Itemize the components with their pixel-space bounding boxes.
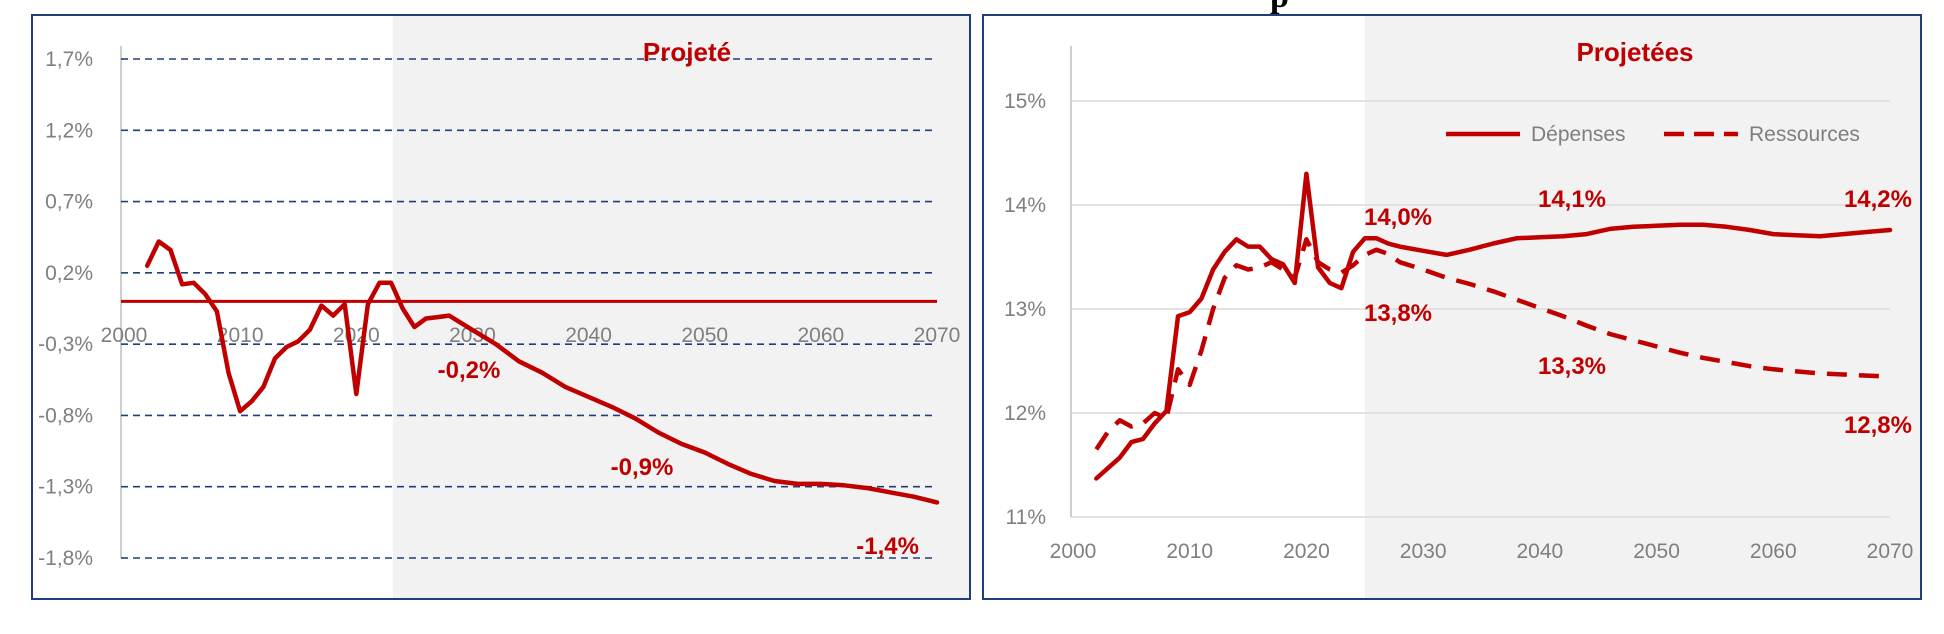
series-line-ressources [1094,237,1891,451]
x-tick-label: 2070 [914,324,961,347]
x-tick-label: 2060 [1750,540,1797,563]
x-tick-label: 2050 [681,324,728,347]
data-label: 14,2% [1844,186,1912,213]
x-tick-label: 2020 [1283,540,1330,563]
y-tick-label: 14% [1004,194,1046,217]
y-tick-label: 11% [1006,506,1046,529]
y-tick-label: 15% [1004,90,1046,113]
data-label: 13,3% [1538,353,1606,380]
x-tick-label: 2020 [333,324,380,347]
x-tick-label: 2030 [449,324,496,347]
y-tick-label: 0,7% [45,191,93,214]
x-tick-label: 2010 [1166,540,1213,563]
legend: Dépenses Ressources [1446,123,1860,146]
data-label: -0,9% [611,454,674,481]
projected-band [1364,16,1920,598]
x-tick-label: 2000 [1050,540,1097,563]
x-tick-label: 2070 [1867,540,1914,563]
x-tick-label: 2030 [1400,540,1447,563]
data-label: 14,1% [1538,186,1606,213]
left-chart: 1,7% 1,2% 0,7% 0,2% -0,3% -0,8% -1,3% -1,8% 2000… [38,16,969,598]
y-tick-label: 0,2% [45,262,93,285]
y-tick-label: -0,8% [38,404,93,427]
right-chart-panel: 15% 14% 13% 12% 11% 2000 2010 2020 2030 2040 2050 2… [982,14,1922,600]
x-tick-label: 2040 [1516,540,1563,563]
x-tick-label: 2060 [797,324,844,347]
y-tick-label: -0,3% [38,333,93,356]
legend-label-ressources: Ressources [1749,123,1860,146]
y-tick-label: -1,8% [38,547,93,570]
projected-band [392,16,969,598]
data-label: 13,8% [1364,300,1432,327]
y-tick-label: 1,2% [45,119,93,142]
left-chart-panel: 1,7% 1,2% 0,7% 0,2% -0,3% -0,8% -1,3% -1,8% 2000… [31,14,971,600]
y-tick-label: 1,7% [45,48,93,71]
y-tick-label: -1,3% [38,476,93,499]
data-label: 14,0% [1364,204,1432,231]
chart-title-fragment: p [1270,0,1289,16]
data-label: 12,8% [1844,412,1912,439]
y-tick-label: 12% [1004,402,1046,425]
y-tick-label: 13% [1004,298,1046,321]
projected-label: Projetées [1576,37,1693,67]
series-line-depenses [1094,171,1893,481]
legend-label-depenses: Dépenses [1531,123,1626,146]
x-tick-label: 2050 [1633,540,1680,563]
right-chart: 15% 14% 13% 12% 11%2000 2010 2020 2030 2040 2050 2… [1004,16,1920,598]
data-label: -1,4% [856,533,919,560]
data-label: -0,2% [438,357,501,384]
projected-label: Projeté [643,37,731,67]
x-tick-label: 2040 [565,324,612,347]
series-line-solde [144,239,940,505]
x-tick-label: 2010 [217,324,264,347]
x-tick-label: 2000 [101,324,148,347]
